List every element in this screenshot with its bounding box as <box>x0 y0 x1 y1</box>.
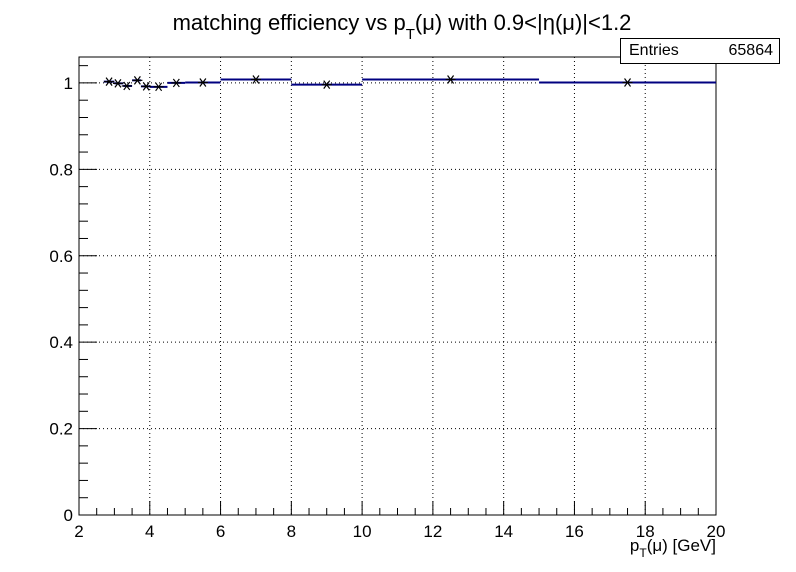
data-point <box>153 82 164 92</box>
x-tick-label: 4 <box>145 522 154 541</box>
x-tick-label: 12 <box>423 522 442 541</box>
y-tick-label: 0.2 <box>49 420 73 439</box>
x-tick-label: 16 <box>565 522 584 541</box>
x-tick-label: 2 <box>74 522 83 541</box>
x-tick-label: 18 <box>636 522 655 541</box>
data-point <box>132 75 143 85</box>
data-point <box>445 75 456 84</box>
x-tick-labels: 2 4 6 8 10 12 14 16 18 20 <box>74 522 725 541</box>
y-tick-label: 0.4 <box>49 333 73 352</box>
data-point <box>104 77 115 86</box>
y-tick-label: 0 <box>64 506 73 525</box>
x-tick-label: 8 <box>287 522 296 541</box>
y-tick-labels: 0 0.2 0.4 0.6 0.8 1 <box>49 74 73 525</box>
y-tick-label: 0.6 <box>49 247 73 266</box>
y-tick-label: 1 <box>64 74 73 93</box>
data-point <box>250 75 261 84</box>
y-tick-label: 0.8 <box>49 160 73 179</box>
data-point <box>321 80 332 90</box>
axis-ticks <box>78 65 717 516</box>
marker-stroke <box>252 75 260 84</box>
marker-stroke <box>624 78 632 87</box>
x-tick-label: 20 <box>707 522 726 541</box>
data-point <box>112 78 123 88</box>
data-point <box>197 78 208 87</box>
marker-stroke <box>105 77 113 86</box>
marker-stroke <box>123 81 131 91</box>
marker-stroke <box>133 75 141 85</box>
data-point <box>141 82 152 91</box>
stats-entries-value: 65864 <box>728 42 774 59</box>
plot-frame <box>78 56 717 516</box>
data-point <box>121 81 132 91</box>
marker-stroke <box>142 82 150 91</box>
marker-stroke <box>323 80 331 90</box>
grid <box>79 57 716 515</box>
data-point <box>171 78 182 88</box>
data-point <box>622 78 633 87</box>
marker-stroke <box>155 82 163 92</box>
marker-stroke <box>172 78 180 88</box>
stats-entries-label: Entries <box>629 42 679 59</box>
stats-box: Entries 65864 <box>620 38 780 64</box>
x-tick-label: 6 <box>216 522 225 541</box>
chart-title: matching efficiency vs pT(μ) with 0.9<|η… <box>173 10 632 43</box>
x-tick-label: 10 <box>353 522 372 541</box>
x-axis-label: pT(μ) [GeV] <box>630 536 716 560</box>
x-tick-label: 14 <box>494 522 513 541</box>
data-markers <box>104 75 633 92</box>
marker-stroke <box>199 78 207 87</box>
marker-stroke <box>447 75 455 84</box>
histogram-bins <box>103 78 716 88</box>
marker-stroke <box>114 78 122 88</box>
